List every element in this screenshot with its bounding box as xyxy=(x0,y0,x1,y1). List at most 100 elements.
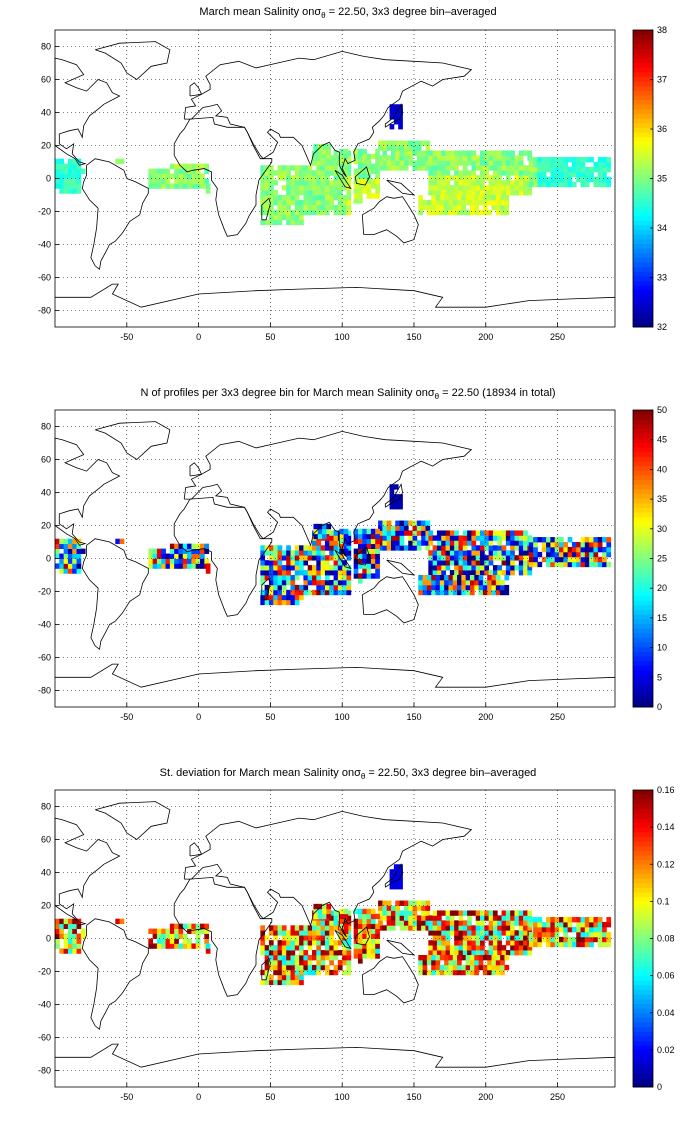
data-bin xyxy=(195,943,201,949)
data-bin xyxy=(550,537,556,543)
data-bin xyxy=(346,150,352,156)
colorbar-tick-label: 15 xyxy=(657,613,667,623)
data-bin xyxy=(475,950,481,956)
data-bin xyxy=(342,969,347,976)
data-bin xyxy=(281,974,287,981)
data-bin xyxy=(353,148,359,155)
colorbar-step xyxy=(633,984,653,991)
data-bin xyxy=(317,903,323,910)
colorbar-step xyxy=(633,512,653,518)
colorbar-step xyxy=(633,229,653,235)
data-bin xyxy=(482,204,488,211)
data-bin xyxy=(597,157,603,163)
colorbar-tick-label: 10 xyxy=(657,643,667,653)
data-bin xyxy=(554,166,560,173)
colorbar-step xyxy=(633,655,653,662)
data-bin xyxy=(260,935,266,941)
data-bin xyxy=(471,170,477,176)
colorbar-step xyxy=(633,966,653,972)
data-bin xyxy=(497,180,502,186)
data-bin xyxy=(471,950,477,956)
data-bin xyxy=(510,185,515,191)
data-bin xyxy=(449,910,455,916)
data-bin xyxy=(454,155,459,161)
data-bin xyxy=(391,530,396,536)
data-bin xyxy=(260,180,266,186)
data-bin xyxy=(281,589,287,596)
data-bin xyxy=(386,140,392,146)
y-tick-label: 60 xyxy=(41,75,51,85)
data-bin xyxy=(339,158,345,165)
data-bin xyxy=(366,938,372,944)
data-bin xyxy=(541,162,547,168)
data-bin xyxy=(316,555,322,561)
data-bin xyxy=(458,925,464,931)
data-bin xyxy=(342,195,347,201)
y-tick-label: 80 xyxy=(41,422,51,432)
data-bin xyxy=(432,545,438,551)
x-tick-label: 200 xyxy=(478,1092,493,1102)
data-bin xyxy=(576,542,581,548)
data-bin xyxy=(580,561,586,568)
data-bin xyxy=(501,555,507,561)
data-bin xyxy=(273,925,278,931)
colorbar-step xyxy=(633,122,653,128)
data-bin xyxy=(510,170,515,176)
data-bin xyxy=(563,931,569,938)
data-bin xyxy=(484,185,490,191)
data-bin xyxy=(462,565,468,571)
data-bin xyxy=(342,959,347,966)
data-bin xyxy=(475,160,481,166)
data-bin xyxy=(165,558,171,564)
data-bin xyxy=(518,170,524,176)
colorbar-step xyxy=(633,39,653,45)
data-bin xyxy=(169,173,175,179)
data-bin xyxy=(346,155,352,161)
data-bin xyxy=(436,160,442,166)
data-bin xyxy=(454,935,459,941)
data-bin xyxy=(475,915,481,921)
data-bin xyxy=(329,950,334,956)
data-bin xyxy=(501,915,507,921)
data-bin xyxy=(346,969,352,976)
data-bin xyxy=(55,158,60,165)
colorbar-step xyxy=(633,906,653,912)
y-tick-label: 20 xyxy=(41,141,51,151)
y-tick-label: -40 xyxy=(38,1000,51,1010)
data-bin xyxy=(273,579,278,586)
data-bin xyxy=(546,537,551,543)
data-bin xyxy=(346,584,352,591)
data-bin xyxy=(425,915,431,921)
data-bin xyxy=(439,584,445,591)
data-bin xyxy=(550,157,556,163)
data-bin xyxy=(527,945,533,951)
data-bin xyxy=(191,923,197,929)
data-bin xyxy=(431,584,436,591)
data-bin xyxy=(317,528,323,535)
data-bin xyxy=(357,198,363,204)
data-bin xyxy=(312,175,317,181)
colorbar-step xyxy=(633,215,653,221)
data-bin xyxy=(294,959,300,966)
data-bin xyxy=(290,209,296,216)
data-bin xyxy=(514,190,520,196)
data-bin xyxy=(362,148,367,155)
data-bin xyxy=(324,190,330,196)
data-bin xyxy=(286,589,291,596)
data-bin xyxy=(343,928,349,934)
data-bin xyxy=(467,570,472,576)
data-bin xyxy=(441,570,446,576)
data-bin xyxy=(510,935,515,941)
data-bin xyxy=(353,528,359,535)
data-bin xyxy=(382,540,388,546)
data-bin xyxy=(488,185,494,191)
data-bin xyxy=(567,922,573,928)
data-bin xyxy=(452,955,458,961)
colorbar-step xyxy=(633,1035,653,1042)
data-bin xyxy=(277,545,283,551)
data-bin xyxy=(195,928,201,934)
data-bin xyxy=(448,589,454,596)
data-bin xyxy=(333,180,339,186)
data-bin xyxy=(550,176,556,183)
data-bin xyxy=(393,494,399,500)
